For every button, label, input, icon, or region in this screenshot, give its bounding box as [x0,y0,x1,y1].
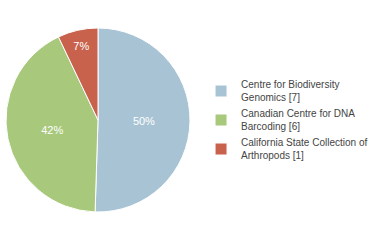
svg-text:42%: 42% [41,124,63,136]
svg-text:Canadian Centre for DNABarcodi: Canadian Centre for DNABarcoding [6] [241,108,355,132]
svg-text:California State Collection of: California State Collection ofArthropods… [241,137,367,161]
svg-text:7%: 7% [73,40,89,52]
svg-text:50%: 50% [133,115,155,127]
svg-text:Centre for BiodiversityGenomic: Centre for BiodiversityGenomics [7] [241,79,339,103]
